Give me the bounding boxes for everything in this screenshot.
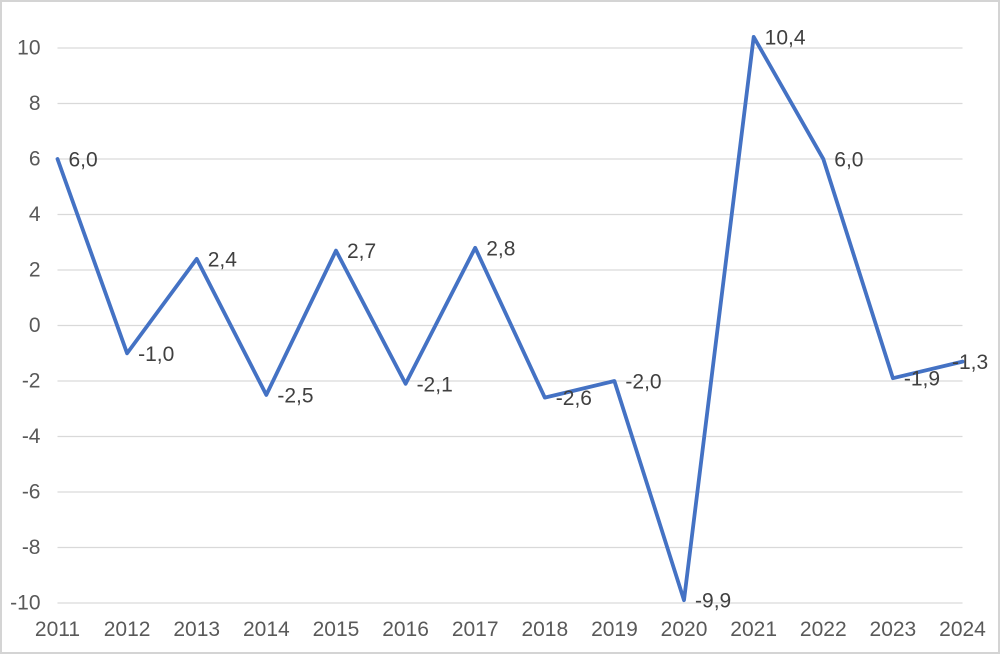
- data-label: 6,0: [834, 149, 863, 172]
- data-label: 10,4: [765, 26, 806, 49]
- data-label: -2,1: [417, 373, 453, 396]
- x-axis-tick-label: 2020: [661, 618, 708, 641]
- x-axis-tick-label: 2013: [173, 618, 220, 641]
- y-axis-tick-label: -10: [10, 592, 40, 615]
- x-axis-tick-label: 2022: [800, 618, 847, 641]
- y-axis-tick-label: 4: [29, 203, 41, 226]
- data-label: 2,8: [486, 237, 515, 260]
- x-axis-tick-label: 2024: [939, 618, 986, 641]
- x-axis-tick-label: 2014: [243, 618, 290, 641]
- data-label: 6,0: [69, 149, 98, 172]
- data-label: -2,6: [556, 387, 592, 410]
- y-axis-tick-label: -8: [22, 536, 41, 559]
- data-label: -1,9: [904, 368, 940, 391]
- y-axis-tick-label: 0: [29, 314, 41, 337]
- data-series-line: [55, 35, 965, 603]
- x-axis-tick-label: 2018: [521, 618, 568, 641]
- data-label: -1,3: [952, 351, 988, 374]
- y-axis-tick-label: -4: [22, 425, 41, 448]
- x-axis-tick-label: 2015: [313, 618, 360, 641]
- y-axis-tick-label: -2: [22, 370, 41, 393]
- y-axis-tick-label: 8: [29, 92, 41, 115]
- y-axis-tick-label: 2: [29, 259, 41, 282]
- data-label: 2,7: [347, 240, 376, 263]
- x-axis-tick-label: 2012: [104, 618, 151, 641]
- data-label: 2,4: [208, 248, 238, 271]
- x-axis-tick-label: 2011: [35, 618, 80, 641]
- y-axis-tick-label: -6: [22, 481, 41, 504]
- data-label: -9,9: [695, 590, 731, 613]
- x-axis-tick-label: 2016: [382, 618, 429, 641]
- x-axis-tick-label: 2023: [870, 618, 917, 641]
- x-axis-tick-label: 2017: [452, 618, 499, 641]
- y-axis-tick-label: 6: [29, 148, 41, 171]
- data-label: -2,0: [625, 371, 661, 394]
- x-axis-tick-label: 2019: [591, 618, 638, 641]
- y-axis-tick-label: 10: [17, 37, 40, 60]
- data-label: -1,0: [138, 343, 174, 366]
- x-axis-tick-label: 2021: [730, 618, 777, 641]
- data-label: -2,5: [277, 384, 313, 407]
